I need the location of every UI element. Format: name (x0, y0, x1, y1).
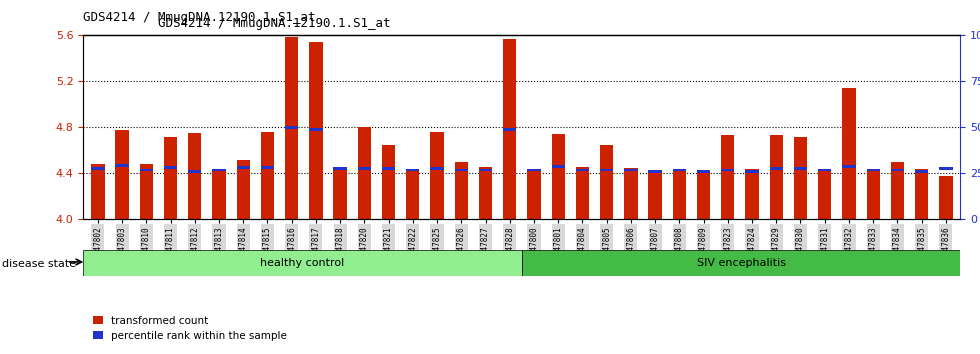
Bar (672, 169, 686, 219)
Bar (624, 169, 638, 171)
Bar (285, 126, 298, 129)
Bar (576, 169, 589, 171)
Bar (891, 169, 905, 171)
Bar (285, 36, 298, 219)
Bar (91, 164, 105, 219)
Bar (358, 127, 371, 219)
Bar (527, 171, 541, 219)
Bar (521, 250, 960, 276)
Bar (697, 170, 710, 219)
Bar (455, 169, 467, 171)
Bar (649, 170, 662, 219)
Bar (794, 167, 808, 170)
Bar (794, 137, 808, 219)
Bar (116, 164, 128, 167)
Bar (891, 162, 905, 219)
Bar (479, 166, 492, 219)
Bar (236, 166, 250, 169)
Bar (818, 169, 831, 171)
Bar (866, 169, 880, 171)
Bar (382, 145, 395, 219)
Bar (91, 167, 105, 170)
Text: healthy control: healthy control (261, 258, 345, 268)
Bar (116, 130, 128, 219)
Bar (333, 167, 347, 170)
Bar (915, 169, 928, 219)
Bar (624, 168, 638, 219)
Text: SIV encephalitis: SIV encephalitis (697, 258, 786, 268)
Bar (310, 128, 322, 131)
Bar (139, 164, 153, 219)
Bar (842, 88, 856, 219)
Bar (455, 162, 467, 219)
Bar (552, 165, 564, 168)
Bar (503, 39, 516, 219)
Bar (721, 169, 734, 171)
Bar (842, 165, 856, 168)
Bar (406, 170, 419, 219)
Bar (915, 170, 928, 173)
Bar (213, 169, 225, 171)
Bar (139, 169, 153, 171)
Text: disease state: disease state (2, 259, 76, 269)
Bar (818, 170, 831, 219)
Bar (503, 128, 516, 131)
Bar (697, 170, 710, 173)
Bar (83, 250, 521, 276)
Bar (672, 169, 686, 171)
Bar (746, 170, 759, 173)
Bar (333, 166, 347, 219)
Bar (430, 167, 444, 170)
Bar (164, 166, 177, 169)
Bar (188, 133, 202, 219)
Bar (769, 167, 783, 170)
Bar (746, 169, 759, 219)
Bar (649, 170, 662, 173)
Bar (261, 132, 274, 219)
Legend: transformed count, percentile rank within the sample: transformed count, percentile rank withi… (88, 312, 291, 345)
Bar (358, 167, 371, 170)
Bar (600, 145, 613, 219)
Bar (769, 136, 783, 219)
Bar (188, 170, 202, 173)
Text: GDS4214 / MmugDNA.12190.1.S1_at: GDS4214 / MmugDNA.12190.1.S1_at (158, 17, 390, 30)
Bar (939, 167, 953, 170)
Bar (552, 134, 564, 219)
Bar (164, 137, 177, 219)
Text: GDS4214 / MmugDNA.12190.1.S1_at: GDS4214 / MmugDNA.12190.1.S1_at (83, 11, 316, 24)
Bar (576, 166, 589, 219)
Bar (236, 160, 250, 219)
Bar (866, 170, 880, 219)
Bar (261, 166, 274, 169)
Bar (213, 170, 225, 219)
Bar (406, 169, 419, 171)
Bar (479, 169, 492, 171)
Bar (721, 136, 734, 219)
Bar (430, 132, 444, 219)
Bar (382, 167, 395, 170)
Bar (527, 169, 541, 171)
Bar (600, 169, 613, 171)
Bar (939, 176, 953, 219)
Bar (310, 42, 322, 219)
